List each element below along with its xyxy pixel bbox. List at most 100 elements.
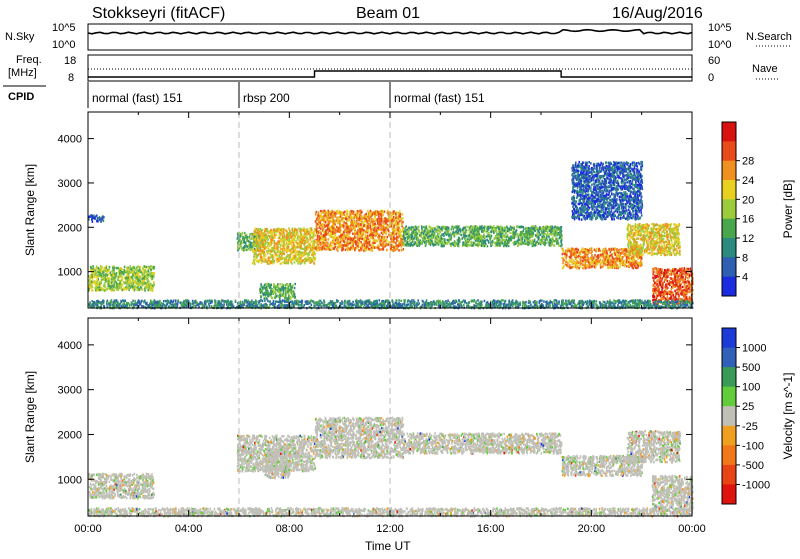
data-cell [357, 217, 359, 219]
data-cell [322, 248, 324, 250]
data-cell [323, 218, 325, 220]
data-cell [261, 234, 263, 236]
data-cell [352, 233, 354, 235]
data-cell [313, 257, 315, 259]
data-cell [365, 231, 367, 233]
data-cell [359, 241, 361, 243]
data-cell [120, 267, 122, 269]
data-cell [333, 223, 335, 225]
data-cell [523, 233, 525, 235]
data-cell [366, 237, 368, 239]
data-cell [424, 229, 426, 231]
data-cell [528, 229, 530, 231]
data-cell [385, 222, 387, 224]
data-cell [253, 259, 255, 261]
data-cell [286, 230, 288, 232]
data-cell [366, 213, 368, 215]
data-cell [523, 226, 525, 228]
data-cell [347, 219, 349, 221]
data-cell [559, 234, 561, 236]
data-cell [264, 247, 266, 249]
data-cell [482, 230, 484, 232]
data-cell [267, 263, 269, 265]
data-cell [309, 250, 311, 252]
data-cell [290, 251, 292, 253]
data-cell [384, 236, 386, 238]
data-cell [405, 225, 407, 227]
data-cell [464, 227, 466, 229]
data-cell [304, 229, 306, 231]
data-cell [543, 230, 545, 232]
data-cell [280, 248, 282, 250]
data-cell [395, 219, 397, 221]
data-cell [480, 240, 482, 242]
data-cell [304, 243, 306, 245]
data-cell [89, 216, 91, 218]
data-cell [380, 248, 382, 250]
data-cell [308, 233, 310, 235]
data-cell [497, 235, 499, 237]
data-cell [260, 296, 262, 298]
data-cell [124, 266, 126, 268]
data-cell [250, 242, 252, 244]
data-cell [471, 244, 473, 246]
data-cell [244, 248, 246, 250]
data-cell [317, 237, 319, 239]
data-cell [316, 225, 318, 227]
data-cell [288, 288, 290, 290]
data-cell [435, 239, 437, 241]
data-cell [288, 295, 290, 297]
data-cell [444, 238, 446, 240]
data-cell [96, 220, 98, 222]
data-cell [512, 234, 514, 236]
data-cell [373, 244, 375, 246]
data-cell [365, 224, 367, 226]
data-cell [284, 245, 286, 247]
data-cell [105, 278, 107, 280]
data-cell [252, 262, 254, 264]
data-cell [136, 282, 138, 284]
data-cell [477, 233, 479, 235]
data-cell [513, 231, 515, 233]
data-cell [312, 232, 314, 234]
data-cell [354, 235, 356, 237]
nsky-line [88, 30, 692, 34]
data-cell [244, 232, 246, 234]
data-cell [383, 239, 385, 241]
data-cell [520, 241, 522, 243]
data-cell [320, 222, 322, 224]
data-cell [384, 229, 386, 231]
data-cell [540, 234, 542, 236]
data-cell [401, 249, 403, 251]
data-cell [406, 230, 408, 232]
data-cell [264, 243, 266, 245]
data-cell [527, 241, 529, 243]
data-cell [349, 242, 351, 244]
data-cell [448, 239, 450, 241]
data-cell [284, 262, 286, 264]
data-cell [399, 215, 401, 217]
data-cell [102, 271, 104, 273]
data-cell [274, 250, 276, 252]
data-cell [274, 234, 276, 236]
data-cell [137, 286, 139, 288]
data-cell [506, 238, 508, 240]
data-cell [365, 247, 367, 249]
data-cell [325, 242, 327, 244]
data-cell [264, 292, 266, 294]
data-cell [132, 279, 134, 281]
data-cell [270, 243, 272, 245]
data-cell [558, 242, 560, 244]
freq-label-line2: [MHz] [8, 67, 37, 79]
data-cell [126, 279, 128, 281]
data-cell [382, 212, 384, 214]
data-cell [536, 241, 538, 243]
data-cell [322, 227, 324, 229]
data-cell [92, 221, 94, 223]
data-cell [446, 242, 448, 244]
data-cell [99, 269, 101, 271]
data-cell [137, 280, 139, 282]
data-cell [456, 243, 458, 245]
data-cell [267, 295, 269, 297]
data-cell [341, 247, 343, 249]
